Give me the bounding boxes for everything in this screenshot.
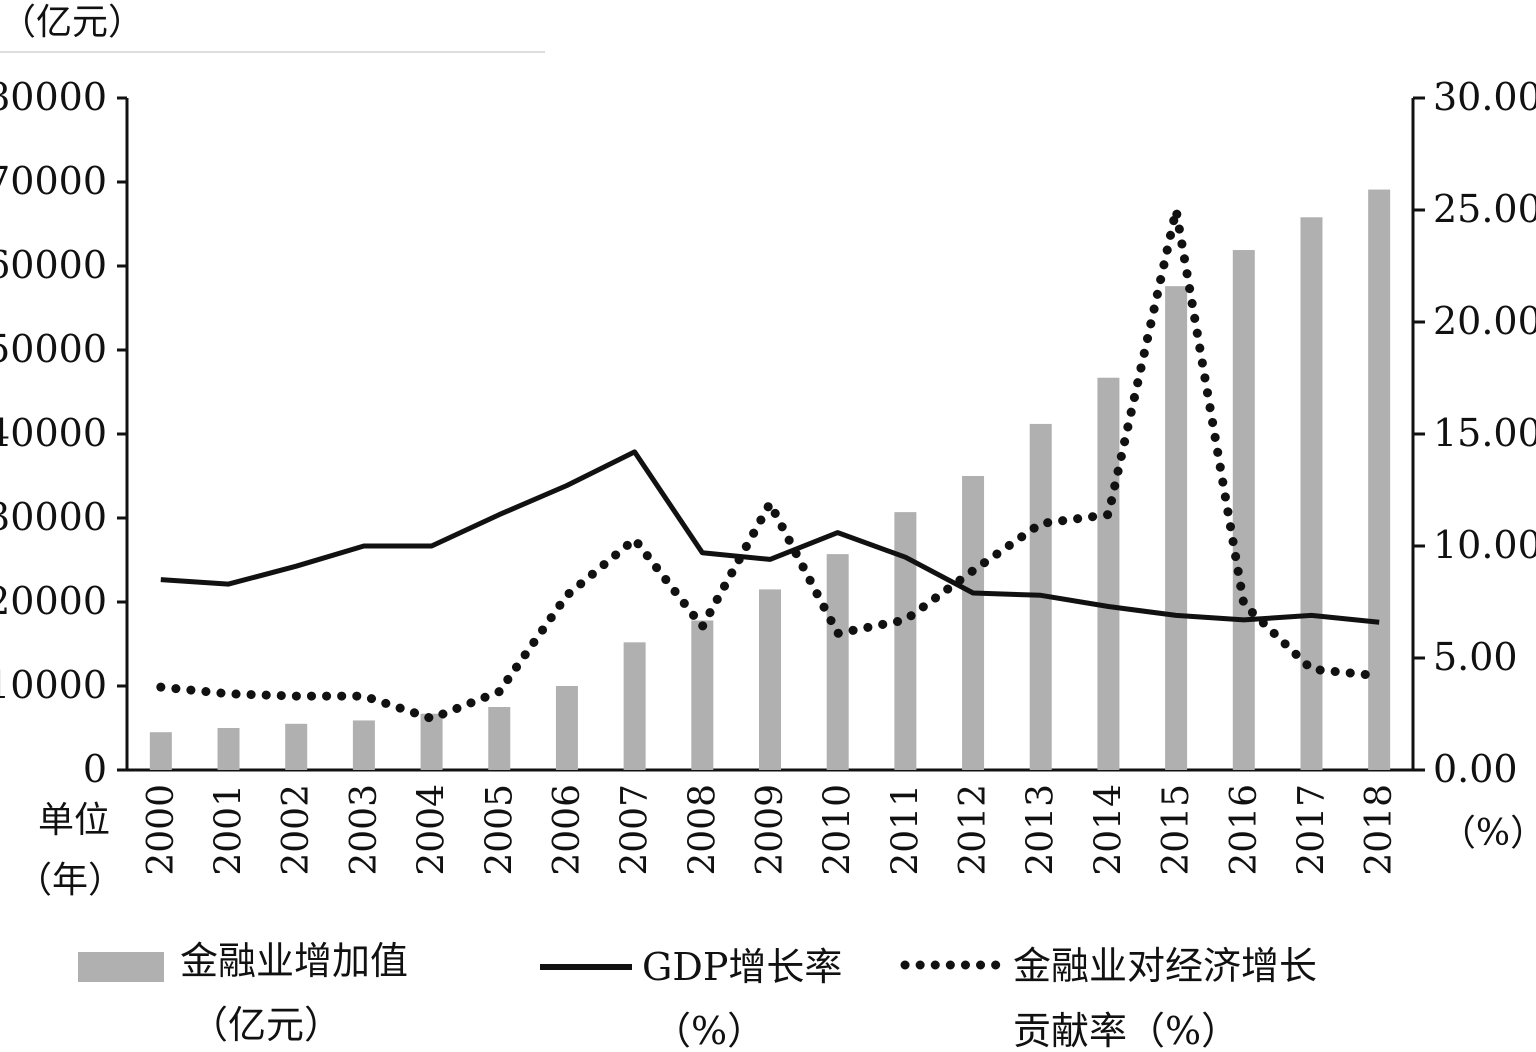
right-tick-label: 15.00 <box>1433 411 1536 455</box>
left-tick-label: 40000 <box>0 411 107 455</box>
bar-2010 <box>826 554 849 770</box>
legend-swatch-bars <box>78 952 164 982</box>
legend: 金融业增加值 （亿元） GDP增长率 （%） 金融业对经济增长 贡献率（%） <box>78 939 1317 1052</box>
right-tick-label: 0.00 <box>1433 747 1518 791</box>
x-tick-label: 2001 <box>209 784 250 876</box>
x-tick-label: 2003 <box>344 784 385 876</box>
right-axis-unit: （%） <box>1440 813 1536 854</box>
x-tick-label: 2012 <box>953 784 994 876</box>
bar-2015 <box>1165 286 1188 770</box>
x-tick-label: 2011 <box>885 784 926 876</box>
x-tick-label: 2015 <box>1156 784 1197 876</box>
x-tick-label: 2013 <box>1021 784 1062 876</box>
right-tick-label: 30.00 <box>1433 75 1536 119</box>
legend-label-contribution: 金融业对经济增长 <box>1013 944 1317 988</box>
x-tick-label: 2010 <box>818 784 859 876</box>
x-tick-label: 2009 <box>750 784 791 876</box>
bar-2008 <box>691 620 714 770</box>
contribution-rate-line <box>156 209 1384 724</box>
right-tick-label: 5.00 <box>1433 635 1518 679</box>
bar-2012 <box>962 476 985 770</box>
line-series <box>156 209 1384 724</box>
x-axis-ticks: 2000 2001 2002 2003 2004 2005 2006 2007 2008 2009… <box>141 784 1400 876</box>
bar-2004 <box>420 713 443 770</box>
left-tick-label: 80000 <box>0 75 107 119</box>
left-tick-label: 10000 <box>0 663 107 707</box>
bar-2016 <box>1232 250 1255 771</box>
left-tick-label: 50000 <box>0 327 107 371</box>
bar-2007 <box>623 642 646 770</box>
bar-2000 <box>149 732 172 770</box>
x-tick-label: 2000 <box>141 784 182 876</box>
left-tick-label: 30000 <box>0 495 107 539</box>
bar-2001 <box>217 728 240 770</box>
legend-label-contribution-unit: 贡献率（%） <box>1013 1009 1239 1052</box>
left-tick-label: 20000 <box>0 579 107 623</box>
left-axis-unit: （亿元） <box>0 2 144 43</box>
x-tick-label: 2014 <box>1088 784 1129 876</box>
legend-label-gdp-unit: （%） <box>653 1009 765 1052</box>
x-tick-label: 2008 <box>682 784 723 876</box>
x-tick-label: 2006 <box>547 784 588 876</box>
bar-2002 <box>285 723 308 770</box>
bar-2011 <box>894 512 917 770</box>
x-axis-unit-line2: （年） <box>16 860 124 901</box>
bar-2003 <box>352 720 375 770</box>
left-tick-label: 0 <box>83 747 107 791</box>
bar-2014 <box>1097 377 1120 770</box>
right-tick-label: 20.00 <box>1433 299 1536 343</box>
x-tick-label: 2017 <box>1291 784 1332 876</box>
x-tick-label: 2005 <box>479 784 520 876</box>
x-axis-unit-line1: 单位 <box>38 800 110 841</box>
right-tick-label: 25.00 <box>1433 187 1536 231</box>
bar-series <box>149 189 1391 771</box>
legend-label-bars: 金融业增加值 <box>180 939 408 983</box>
x-tick-label: 2016 <box>1224 784 1265 876</box>
bar-2009 <box>759 589 781 770</box>
x-tick-label: 2004 <box>412 784 453 876</box>
legend-label-bars-unit: （亿元） <box>190 1003 342 1047</box>
bar-2018 <box>1368 189 1391 770</box>
x-tick-label: 2007 <box>615 784 656 876</box>
left-tick-label: 70000 <box>0 159 107 203</box>
gdp-growth-line <box>160 449 1380 625</box>
left-tick-label: 60000 <box>0 243 107 287</box>
bar-2005 <box>488 707 511 770</box>
x-tick-label: 2002 <box>276 784 317 876</box>
x-tick-label: 2018 <box>1359 784 1400 876</box>
right-tick-label: 10.00 <box>1433 523 1536 567</box>
left-axis-ticks: 0 10000 20000 30000 40000 50000 60000 70000 8000… <box>0 75 127 791</box>
bar-2017 <box>1300 217 1323 770</box>
bar-2006 <box>555 686 578 770</box>
legend-label-gdp: GDP增长率 <box>642 945 842 989</box>
right-axis-ticks: 0.00 5.00 10.00 15.00 20.00 25.00 30.00 <box>1413 75 1536 791</box>
